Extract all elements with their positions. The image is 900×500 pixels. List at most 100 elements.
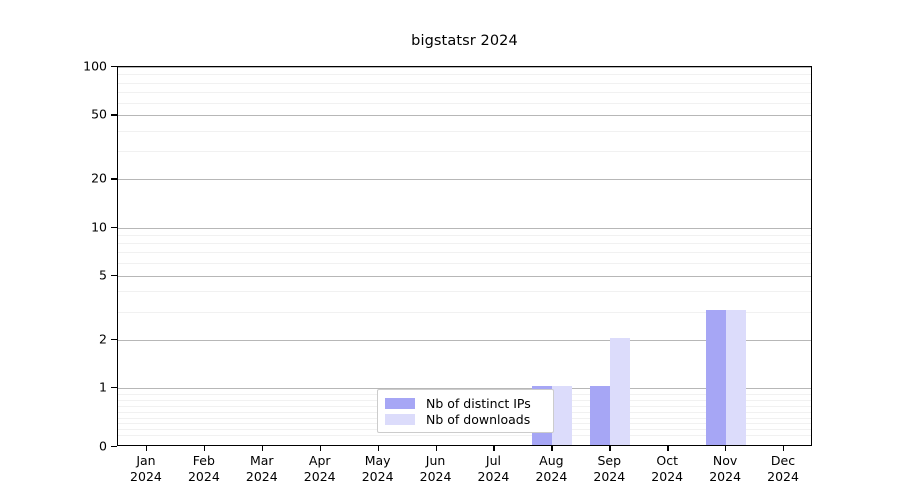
y-axis: 100 50 20 10 5 2 1 0: [53, 59, 107, 454]
x-tick-label: Nov 2024: [709, 453, 741, 484]
x-tick-label-year: 2024: [767, 468, 799, 484]
x-tick-mark: [667, 446, 669, 451]
x-tick-label-year: 2024: [303, 468, 336, 484]
x-tick-label-month: Dec: [770, 453, 796, 468]
chart-title: bigstatsr 2024: [411, 33, 518, 49]
gridline-minor: [118, 82, 811, 84]
x-tick-label-year: 2024: [361, 468, 394, 484]
gridline-minor: [118, 234, 811, 236]
y-tick-label: 100: [83, 58, 107, 74]
gridline-minor: [118, 130, 811, 132]
x-tick-label: Mar 2024: [246, 453, 278, 484]
x-tick-label-month: Aug: [539, 453, 564, 468]
x-tick-label-month: Oct: [656, 453, 679, 468]
legend-label-downloads: Nb of downloads: [426, 411, 531, 427]
x-tick-label-year: 2024: [477, 468, 510, 484]
gridline-major: [118, 339, 811, 341]
gridline-major: [118, 179, 811, 181]
y-tick-label: 1: [99, 379, 107, 395]
gridline-minor: [118, 291, 811, 293]
x-tick-label-year: 2024: [593, 468, 626, 484]
y-tick-mark: [111, 274, 117, 277]
legend-swatch-distinct-ips: [385, 397, 415, 409]
legend-swatch-downloads: [385, 413, 415, 425]
x-tick-label-month: Jan: [136, 453, 156, 468]
x-tick-label: Sep 2024: [593, 453, 625, 484]
gridline-minor: [118, 91, 811, 93]
plot-area: [117, 66, 812, 446]
x-tick-label: Dec 2024: [767, 453, 799, 484]
y-tick-mark: [111, 114, 117, 116]
y-tick-mark: [111, 446, 117, 448]
x-tick-mark: [725, 446, 727, 451]
gridline-major: [118, 115, 811, 117]
gridline-major: [118, 388, 811, 390]
bar: [726, 309, 747, 445]
x-tick-label-year: 2024: [651, 468, 684, 484]
gridline-minor: [118, 263, 811, 265]
x-tick-label-year: 2024: [535, 468, 568, 484]
x-tick-mark: [435, 446, 437, 451]
y-tick-mark: [111, 178, 117, 180]
x-tick-label-month: Jun: [425, 453, 446, 468]
x-tick-mark: [203, 446, 206, 451]
gridline-minor: [118, 243, 811, 245]
gridline-major: [118, 227, 811, 229]
y-tick-label: 5: [99, 267, 107, 283]
y-tick-mark: [111, 387, 117, 389]
bar: [610, 337, 631, 445]
gridline-major: [118, 275, 811, 277]
gridline-minor: [118, 102, 811, 104]
x-tick-mark: [319, 446, 321, 451]
y-tick-mark: [111, 338, 117, 341]
legend-item[interactable]: Nb of distinct IPs: [385, 395, 546, 411]
x-tick-label-year: 2024: [419, 468, 452, 484]
x-tick-label: May 2024: [362, 453, 394, 484]
x-tick-label: Feb 2024: [188, 453, 220, 484]
x-tick-mark: [609, 446, 611, 451]
y-tick-label: 50: [91, 106, 107, 122]
x-tick-label: Jan 2024: [130, 453, 162, 484]
x-tick-label: Aug 2024: [535, 453, 567, 484]
x-tick-label-year: 2024: [130, 468, 162, 484]
x-tick-mark: [377, 446, 379, 451]
bar: [552, 386, 573, 445]
y-tick-label: 20: [91, 170, 107, 186]
x-tick-label-month: Jul: [485, 453, 501, 468]
x-tick-label: Oct 2024: [651, 453, 683, 484]
gridline-minor: [118, 311, 811, 313]
y-tick-label: 10: [91, 219, 107, 235]
gridline-minor: [118, 74, 811, 76]
x-tick-label-month: Apr: [308, 453, 331, 468]
y-tick-mark: [111, 226, 117, 228]
x-tick-label: Jul 2024: [478, 453, 510, 484]
y-tick-label: 0: [99, 438, 107, 454]
x-tick-label-month: May: [364, 453, 391, 468]
gridline-minor: [118, 150, 811, 152]
x-tick-mark: [145, 446, 148, 451]
legend: Nb of distinct IPs Nb of downloads: [377, 389, 554, 433]
x-tick-mark: [493, 446, 495, 451]
x-tick-label-month: Sep: [597, 453, 622, 468]
x-tick-mark: [783, 446, 785, 451]
x-tick-label-month: Feb: [192, 453, 215, 468]
y-tick-mark: [111, 66, 117, 68]
bar: [706, 309, 727, 445]
gridline-minor: [118, 435, 811, 437]
legend-label-distinct-ips: Nb of distinct IPs: [426, 395, 531, 411]
legend-item[interactable]: Nb of downloads: [385, 411, 546, 427]
x-tick-label-month: Mar: [249, 453, 274, 468]
x-tick-label-year: 2024: [187, 468, 220, 484]
x-tick-label: Jun 2024: [420, 453, 452, 484]
x-tick-label-year: 2024: [709, 468, 742, 484]
x-tick-mark: [551, 446, 553, 451]
x-tick-label-month: Nov: [712, 453, 738, 468]
x-tick-label: Apr 2024: [304, 453, 336, 484]
bar: [590, 386, 611, 445]
y-tick-label: 2: [99, 331, 107, 347]
x-tick-label-year: 2024: [245, 468, 278, 484]
gridline-major: [118, 67, 811, 68]
x-tick-mark: [261, 446, 264, 451]
gridline-minor: [118, 252, 811, 254]
